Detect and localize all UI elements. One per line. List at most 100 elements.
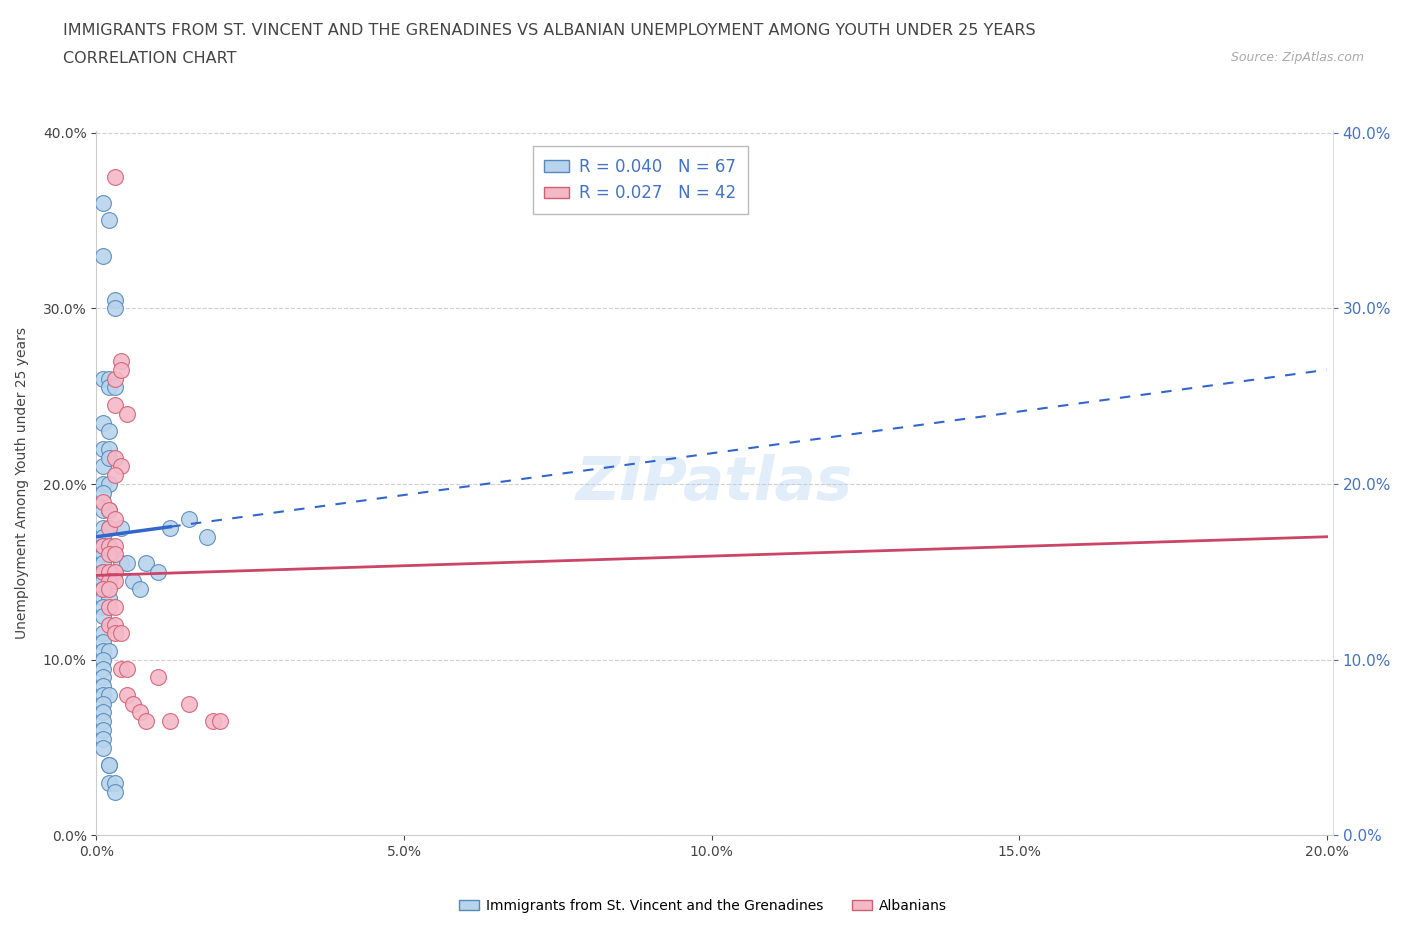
Point <box>122 697 145 711</box>
Point <box>97 371 120 386</box>
Point <box>97 521 120 536</box>
Point <box>91 195 114 210</box>
Point <box>91 565 114 579</box>
Point <box>104 547 127 562</box>
Point <box>97 600 120 615</box>
Point <box>97 547 120 562</box>
Point <box>91 494 114 509</box>
Point <box>104 371 127 386</box>
Point <box>104 292 127 307</box>
Point <box>97 573 120 588</box>
Point <box>177 697 200 711</box>
Point <box>97 424 120 439</box>
Point <box>91 582 114 597</box>
Point <box>104 450 127 465</box>
Point <box>91 503 114 518</box>
Point <box>91 670 114 684</box>
Point <box>91 248 114 263</box>
Point <box>110 555 132 570</box>
Point <box>110 459 132 474</box>
Point <box>97 758 120 773</box>
Point <box>91 573 114 588</box>
Point <box>91 608 114 623</box>
Point <box>97 450 120 465</box>
Point <box>91 723 114 737</box>
Point <box>104 600 127 615</box>
Text: ZIPatlas: ZIPatlas <box>576 454 853 512</box>
Point <box>91 547 114 562</box>
Point <box>97 582 120 597</box>
Point <box>91 538 114 553</box>
Point <box>91 529 114 544</box>
Point <box>97 476 120 491</box>
Point <box>91 442 114 457</box>
Point <box>195 529 218 544</box>
Point <box>159 521 181 536</box>
Text: CORRELATION CHART: CORRELATION CHART <box>63 51 236 66</box>
Point <box>91 568 114 583</box>
Point <box>91 591 114 605</box>
Point <box>110 661 132 676</box>
Point <box>91 714 114 729</box>
Point <box>110 363 132 378</box>
Point <box>97 591 120 605</box>
Point <box>135 555 157 570</box>
Point <box>97 776 120 790</box>
Point <box>97 687 120 702</box>
Point <box>91 740 114 755</box>
Point <box>91 485 114 500</box>
Point <box>104 573 127 588</box>
Point <box>115 687 138 702</box>
Point <box>97 758 120 773</box>
Point <box>91 476 114 491</box>
Point <box>104 397 127 412</box>
Point <box>202 714 225 729</box>
Point <box>110 626 132 641</box>
Legend: Immigrants from St. Vincent and the Grenadines, Albanians: Immigrants from St. Vincent and the Gren… <box>453 894 953 919</box>
Point <box>91 705 114 720</box>
Point <box>104 784 127 799</box>
Point <box>115 555 138 570</box>
Point <box>97 213 120 228</box>
Y-axis label: Unemployment Among Youth under 25 years: Unemployment Among Youth under 25 years <box>15 327 30 639</box>
Point <box>104 380 127 395</box>
Point <box>97 618 120 632</box>
Point <box>104 512 127 526</box>
Point <box>97 380 120 395</box>
Point <box>91 538 114 553</box>
Point <box>122 573 145 588</box>
Point <box>97 538 120 553</box>
Point <box>104 565 127 579</box>
Point <box>91 582 114 597</box>
Point <box>91 547 114 562</box>
Point <box>97 644 120 658</box>
Point <box>208 714 231 729</box>
Point <box>104 776 127 790</box>
Point <box>110 353 132 368</box>
Point <box>146 670 169 684</box>
Point <box>91 415 114 430</box>
Point <box>115 661 138 676</box>
Point <box>91 731 114 746</box>
Point <box>91 565 114 579</box>
Point <box>159 714 181 729</box>
Point <box>177 512 200 526</box>
Point <box>97 503 120 518</box>
Point <box>110 521 132 536</box>
Point <box>104 538 127 553</box>
Point <box>128 582 150 597</box>
Point <box>91 652 114 667</box>
Point <box>91 626 114 641</box>
Point <box>97 442 120 457</box>
Point <box>104 626 127 641</box>
Point <box>91 459 114 474</box>
Point <box>135 714 157 729</box>
Point <box>91 635 114 650</box>
Text: IMMIGRANTS FROM ST. VINCENT AND THE GRENADINES VS ALBANIAN UNEMPLOYMENT AMONG YO: IMMIGRANTS FROM ST. VINCENT AND THE GREN… <box>63 23 1036 38</box>
Point <box>97 521 120 536</box>
Point <box>97 503 120 518</box>
Point <box>97 538 120 553</box>
Point <box>104 301 127 316</box>
Point <box>104 618 127 632</box>
Point <box>91 644 114 658</box>
